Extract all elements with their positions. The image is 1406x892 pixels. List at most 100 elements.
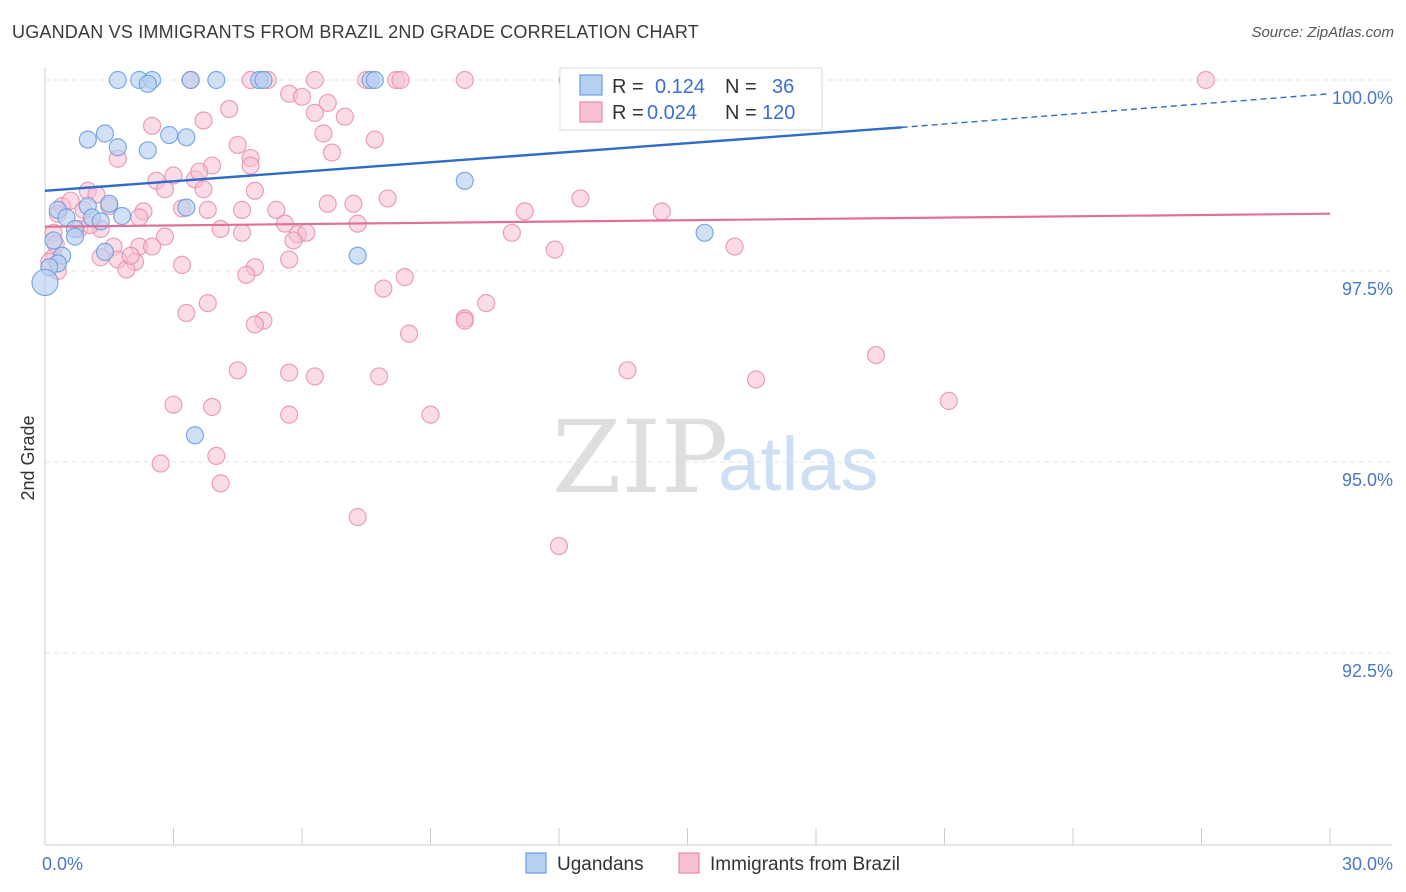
ugandan-point-34 (695, 223, 714, 242)
y-tick-label-3: 92.5% (1342, 661, 1393, 681)
legend-r-label-1: R = (612, 76, 644, 98)
watermark: ZIP atlas (552, 399, 879, 516)
ugandan-point-25 (44, 231, 63, 250)
brazil-point-75 (198, 293, 217, 313)
brazil-point-19 (365, 130, 384, 149)
chart-title: UGANDAN VS IMMIGRANTS FROM BRAZIL 2ND GR… (12, 22, 699, 42)
brazil-point-97 (211, 474, 230, 493)
brazil-point-46 (652, 202, 671, 221)
ugandan-point-22 (100, 194, 119, 213)
watermark-zip: ZIP (552, 399, 728, 516)
brazil-point-82 (399, 324, 419, 343)
brazil-point-36 (344, 194, 363, 213)
brazil-point-107 (190, 162, 209, 181)
brazil-point-6 (391, 70, 410, 90)
brazil-point-93 (421, 405, 440, 424)
brazil-point-25 (241, 156, 260, 175)
legend-n-value-1: 36 (772, 76, 794, 98)
ugandan-points (31, 70, 714, 445)
brazil-point-41 (232, 200, 252, 219)
brazil-point-96 (151, 454, 170, 473)
brazil-point-83 (866, 345, 886, 365)
brazil-point-20 (228, 135, 247, 155)
brazil-point-94 (939, 391, 958, 410)
brazil-point-11 (292, 87, 312, 106)
ugandan-point-11 (78, 130, 97, 149)
brazil-point-72 (237, 265, 256, 284)
brazil-point-35 (318, 194, 337, 213)
brazil-point-3 (305, 70, 324, 90)
ugandan-point-23 (112, 206, 132, 226)
brazil-point-18 (314, 124, 333, 143)
brazil-point-66 (172, 255, 192, 274)
brazil-point-33 (378, 189, 397, 208)
source-credit: Source: ZipAtlas.com (1251, 24, 1394, 41)
tick-labels: 100.0% 97.5% 95.0% 92.5% 0.0% 30.0% (42, 88, 1393, 874)
brazil-point-52 (232, 223, 252, 242)
brazil-point-81 (455, 311, 474, 330)
legend-r-value-1: 0.124 (655, 76, 705, 98)
legend-brazil-swatch (579, 101, 603, 123)
ugandan-point-10 (95, 124, 115, 143)
ugandan-point-13 (138, 141, 157, 160)
brazil-point-26 (164, 166, 183, 185)
brazil-point-48 (211, 219, 230, 239)
ugandan-point-3 (138, 74, 157, 93)
brazil-point-7 (455, 70, 474, 90)
ugandan-point-33 (455, 171, 474, 190)
brazil-point-16 (194, 111, 213, 130)
ugandan-trend-line (44, 126, 902, 192)
brazil-point-84 (228, 361, 247, 380)
brazil-point-56 (155, 227, 175, 246)
legend-frame (559, 67, 823, 131)
ugandan-point-28 (95, 242, 115, 261)
brazil-point-59 (142, 237, 162, 256)
brazil-point-55 (502, 223, 521, 242)
brazil-point-42 (267, 200, 286, 219)
ugandan-point-5 (207, 70, 226, 90)
brazil-point-88 (618, 361, 637, 380)
y-tick-label-0: 100.0% (1332, 88, 1393, 108)
brazil-point-108 (245, 181, 264, 200)
ugandan-point-15 (177, 128, 196, 147)
brazil-point-90 (164, 395, 183, 414)
brazil-point-99 (549, 536, 569, 556)
brazil-point-13 (305, 103, 324, 122)
bottom-legend-brazil-swatch (678, 852, 700, 874)
y-tick-label-2: 95.0% (1342, 470, 1393, 490)
legend-box: R = 0.124 N = 36 R = 0.024 N = 120 (559, 67, 823, 131)
ugandan-point-4 (181, 70, 200, 90)
x-tick-label-0: 0.0% (42, 854, 83, 874)
brazil-point-77 (177, 303, 196, 323)
ugandan-point-32 (31, 268, 59, 297)
legend-n-value-2: 120 (762, 102, 795, 124)
brazil-point-14 (335, 107, 354, 126)
legend-n-label-2: N = (725, 102, 757, 124)
brazil-point-106 (130, 208, 149, 227)
brazil-point-34 (571, 189, 590, 208)
brazil-point-61 (725, 237, 744, 256)
brazil-point-102 (61, 191, 80, 210)
brazil-point-9 (1196, 70, 1215, 90)
brazil-point-98 (348, 507, 367, 527)
bottom-legend-ugandans-label: Ugandans (557, 854, 644, 875)
brazil-point-74 (374, 279, 393, 298)
brazil-point-105 (121, 246, 140, 265)
brazil-point-76 (477, 293, 496, 313)
legend-ugandans-swatch (579, 74, 603, 96)
brazil-point-86 (305, 367, 324, 386)
brazil-point-85 (280, 363, 299, 382)
watermark-atlas: atlas (718, 422, 879, 507)
y-axis-title: 2nd Grade (18, 415, 38, 500)
brazil-point-60 (545, 240, 564, 259)
y-tick-label-1: 97.5% (1342, 279, 1393, 299)
x-tick-label-1: 30.0% (1342, 854, 1393, 874)
ugandan-trend-line-extension (901, 93, 1331, 129)
trend-lines (44, 93, 1331, 228)
ugandan-point-29 (348, 246, 367, 265)
ugandan-point-27 (65, 227, 85, 246)
brazil-point-109 (284, 231, 303, 250)
brazil-point-91 (202, 397, 222, 417)
brazil-point-40 (198, 200, 217, 219)
